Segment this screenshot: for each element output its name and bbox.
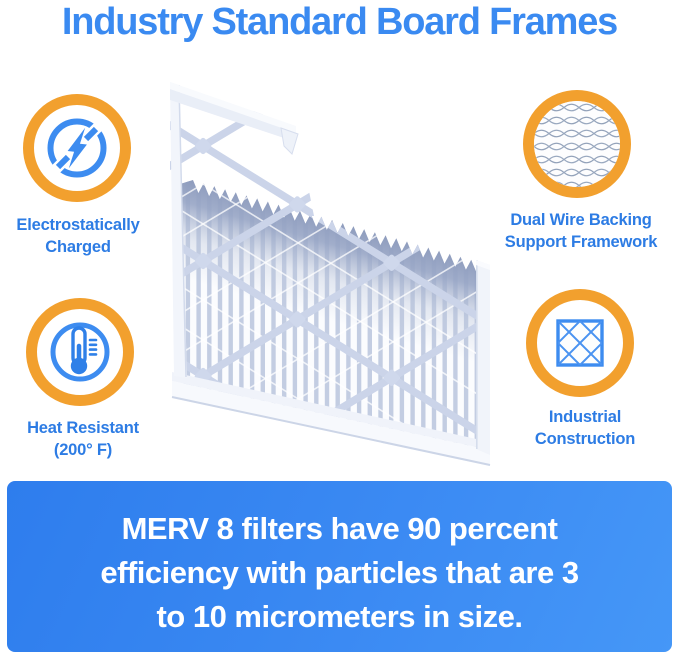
merv-info-banner: MERV 8 filters have 90 percent efficienc… <box>7 481 672 652</box>
feature-label-line: Charged <box>45 238 111 256</box>
feature-label-line: Industrial <box>548 408 622 426</box>
feature-label-line: Electrostatically <box>16 216 140 234</box>
thermometer-icon <box>50 322 110 382</box>
feature-label-heat-resistant: Heat Resistant (200° F) <box>3 417 163 461</box>
lattice-square-icon <box>556 319 604 367</box>
filter-frame <box>170 82 491 466</box>
banner-line: MERV 8 filters have 90 percent <box>121 511 558 546</box>
filter-pleats <box>180 180 490 452</box>
feature-ring-heat-resistant <box>26 298 134 406</box>
feature-ring-wire-backing <box>523 90 631 198</box>
pleated-air-filter-image <box>170 82 491 466</box>
feature-label-electrostatic: Electrostatically Charged <box>0 214 158 258</box>
page-title: Industry Standard Board Frames <box>61 1 618 43</box>
feature-label-line: (200° F) <box>53 441 113 459</box>
feature-label-line: Dual Wire Backing <box>510 211 652 229</box>
banner-line: to 10 micrometers in size. <box>156 599 523 634</box>
feature-label-line: Construction <box>534 430 636 448</box>
feature-ring-industrial <box>526 289 634 397</box>
lightning-circle-icon <box>46 117 108 179</box>
feature-label-wire-backing: Dual Wire Backing Support Framework <box>492 209 670 253</box>
feature-ring-electrostatic <box>23 94 131 202</box>
banner-line: efficiency with particles that are 3 <box>100 555 579 590</box>
feature-label-line: Support Framework <box>504 233 658 251</box>
feature-label-industrial: Industrial Construction <box>500 406 670 450</box>
wire-mesh-icon <box>534 101 620 187</box>
feature-label-line: Heat Resistant <box>27 419 139 437</box>
